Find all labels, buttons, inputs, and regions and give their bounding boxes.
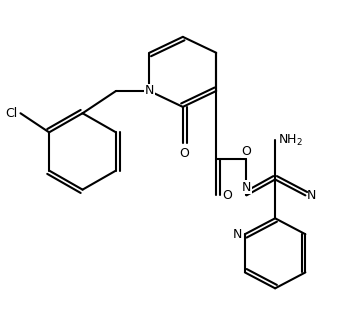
- Text: NH$_2$: NH$_2$: [278, 133, 303, 148]
- Text: N: N: [145, 84, 154, 98]
- Text: O: O: [222, 189, 232, 202]
- Text: O: O: [242, 145, 251, 158]
- Text: N: N: [232, 228, 242, 241]
- Text: N: N: [307, 189, 316, 202]
- Text: N: N: [242, 181, 251, 194]
- Text: O: O: [180, 147, 189, 160]
- Text: Cl: Cl: [6, 107, 18, 120]
